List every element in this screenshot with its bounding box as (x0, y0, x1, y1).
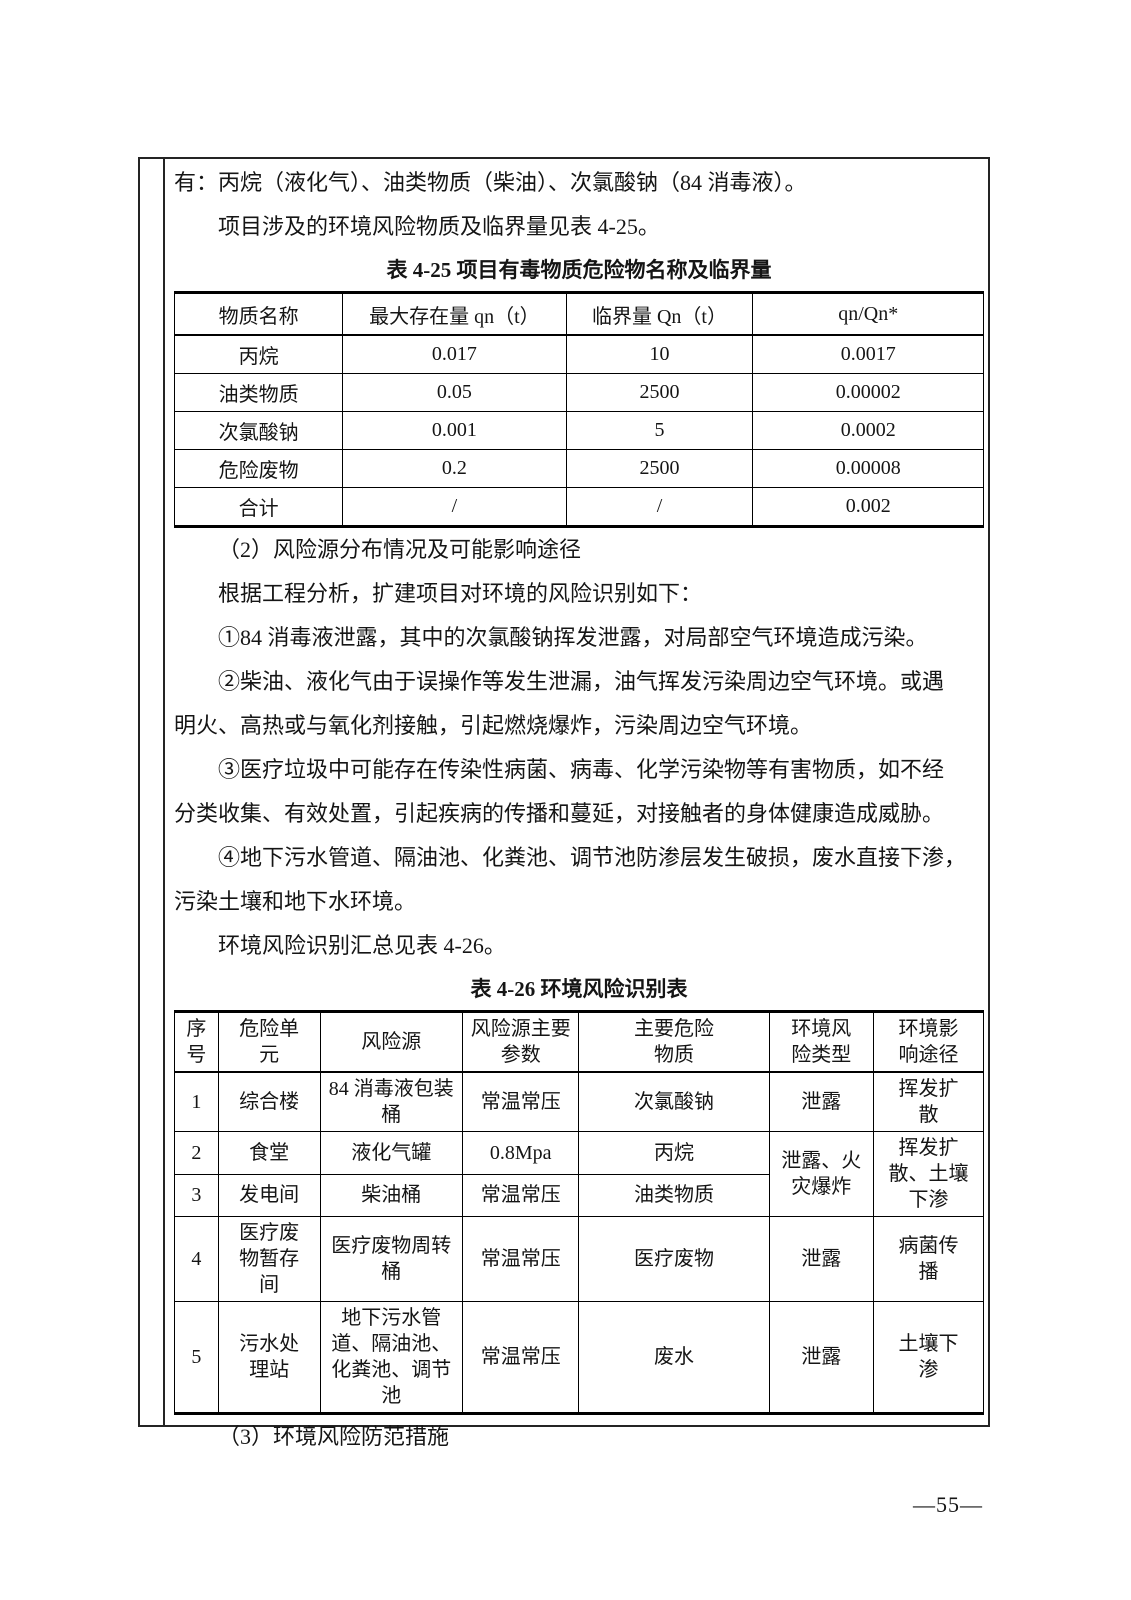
table-cell: 次氯酸钠 (578, 1071, 770, 1132)
table-cell: / (565, 487, 754, 527)
table-cell: 医疗废物 (578, 1216, 770, 1302)
table-cell-merged: 泄露、火 灾爆炸 (768, 1131, 874, 1217)
table-4-26-title: 表 4-26 环境风险识别表 (470, 977, 688, 1001)
table-row: 1 综合楼 84 消毒液包装 桶 常温常压 次氯酸钠 泄露 挥发扩 散 (174, 1071, 985, 1132)
table-cell: 84 消毒液包装 桶 (319, 1071, 463, 1132)
table-cell: 常温常压 (461, 1071, 580, 1132)
paragraph-intro: 有：丙烷（液化气）、油类物质（柴油）、次氯酸钠（84 消毒液）。 (174, 170, 807, 195)
content-area: 有：丙烷（液化气）、油类物质（柴油）、次氯酸钠（84 消毒液）。 项目涉及的环境… (173, 161, 985, 1459)
table-row: 4 医疗废 物暂存 间 医疗废物周转 桶 常温常压 医疗废物 泄露 病菌传 播 (174, 1216, 985, 1302)
table-header-cell: 临界量 Qn（t） (565, 292, 754, 336)
table-cell: 污水处 理站 (217, 1301, 321, 1414)
table-row: 油类物质 0.05 2500 0.00002 (173, 373, 984, 412)
table-cell: 土壤下 渗 (872, 1301, 985, 1414)
table-row: 危险废物 0.2 2500 0.00008 (173, 449, 984, 488)
table-cell: 次氯酸钠 (173, 411, 344, 450)
table-cell: 柴油桶 (319, 1173, 463, 1217)
table-cell: 医疗废物周转 桶 (319, 1216, 463, 1302)
table-cell: 油类物质 (173, 373, 344, 412)
table-cell: 挥发扩 散 (872, 1071, 985, 1132)
hazard-substance-table: 物质名称 最大存在量 qn（t） 临界量 Qn（t） qn/Qn* 丙烷 0.0… (173, 291, 984, 528)
page-number: —55— (913, 1492, 983, 1517)
paragraph-ref-table-4-26: 环境风险识别汇总见表 4-26。 (218, 933, 506, 958)
table-cell: 泄露 (768, 1301, 874, 1414)
table-cell: 液化气罐 (319, 1131, 463, 1175)
table-header-row: 物质名称 最大存在量 qn（t） 临界量 Qn（t） qn/Qn* (173, 292, 984, 336)
table-cell: 0.8Mpa (461, 1131, 580, 1175)
risk-identification-table: 序 号 危险单 元 风险源 风险源主要 参数 主要危险 物质 环境风 险类型 环… (174, 1010, 985, 1415)
table-header-cell: 风险源 (319, 1011, 463, 1073)
table-row: 次氯酸钠 0.001 5 0.0002 (173, 411, 984, 450)
table-cell: 0.05 (342, 373, 567, 412)
table-header-cell: 环境风 险类型 (768, 1011, 874, 1073)
table-cell: 医疗废 物暂存 间 (217, 1216, 321, 1302)
paragraph-risk-item-1: ①84 消毒液泄露，其中的次氯酸钠挥发泄露，对局部空气环境造成污染。 (218, 625, 928, 650)
heading-section-2: （2）风险源分布情况及可能影响途径 (218, 537, 582, 562)
table-cell: 10 (565, 334, 754, 374)
table-header-cell: 危险单 元 (217, 1011, 321, 1073)
table-cell: 0.0002 (752, 411, 984, 450)
table-cell: 丙烷 (578, 1131, 770, 1175)
table-cell: 丙烷 (173, 334, 344, 374)
table-header-cell: 序 号 (174, 1011, 219, 1073)
table-cell: 病菌传 播 (872, 1216, 985, 1302)
table-cell: 油类物质 (578, 1173, 770, 1217)
table-cell: 泄露 (768, 1071, 874, 1132)
table-cell: 0.00002 (752, 373, 984, 412)
paragraph-basis: 根据工程分析，扩建项目对环境的风险识别如下： (218, 581, 703, 606)
table-cell: 1 (174, 1071, 219, 1132)
table-cell: 5 (174, 1301, 219, 1414)
heading-section-3: （3）环境风险防范措施 (218, 1424, 450, 1449)
table-row: 3 发电间 柴油桶 常温常压 油类物质 (174, 1173, 984, 1217)
paragraph-risk-item-4: ④地下污水管道、隔油池、化粪池、调节池防渗层发生破损，废水直接下渗， 污染土壤和… (174, 845, 967, 914)
frame-gutter-divider (163, 159, 165, 1425)
table-cell: 泄露 (768, 1216, 874, 1302)
table-cell: 3 (174, 1173, 219, 1217)
table-cell: / (342, 487, 567, 527)
table-cell: 5 (565, 411, 754, 450)
paragraph-ref-table-4-25: 项目涉及的环境风险物质及临界量见表 4-25。 (218, 214, 660, 239)
table-cell: 0.002 (752, 487, 984, 527)
table-header-cell: 主要危险 物质 (578, 1011, 770, 1073)
table-cell: 合计 (173, 487, 344, 527)
table-cell: 0.00008 (752, 449, 984, 488)
table-cell: 0.017 (342, 334, 567, 374)
table-cell: 发电间 (217, 1173, 321, 1217)
table-cell: 危险废物 (173, 449, 344, 488)
table-cell: 2500 (565, 373, 754, 412)
table-header-cell: 环境影 响途径 (872, 1011, 985, 1073)
table-cell: 2500 (565, 449, 754, 488)
table-cell: 食堂 (217, 1131, 321, 1175)
table-row: 丙烷 0.017 10 0.0017 (173, 334, 984, 374)
table-header-cell: 最大存在量 qn（t） (342, 292, 567, 336)
table-cell: 0.001 (342, 411, 567, 450)
table-header-row: 序 号 危险单 元 风险源 风险源主要 参数 主要危险 物质 环境风 险类型 环… (174, 1011, 985, 1073)
table-header-cell: 物质名称 (173, 292, 344, 336)
table-row: 5 污水处 理站 地下污水管 道、隔油池、 化粪池、调节 池 常温常压 废水 泄… (174, 1301, 985, 1414)
content-frame: 有：丙烷（液化气）、油类物质（柴油）、次氯酸钠（84 消毒液）。 项目涉及的环境… (138, 157, 990, 1449)
table-cell: 0.0017 (752, 334, 984, 374)
table-cell: 2 (174, 1131, 219, 1175)
table-cell: 4 (174, 1216, 219, 1302)
paragraph-risk-item-2: ②柴油、液化气由于误操作等发生泄漏，油气挥发污染周边空气环境。或遇 明火、高热或… (174, 669, 945, 738)
table-cell: 综合楼 (217, 1071, 321, 1132)
table-cell: 0.2 (342, 449, 567, 488)
table-row: 合计 / / 0.002 (173, 487, 984, 527)
table-cell: 常温常压 (461, 1301, 580, 1414)
table-cell: 常温常压 (461, 1216, 580, 1302)
table-cell: 地下污水管 道、隔油池、 化粪池、调节 池 (319, 1301, 463, 1414)
table-row: 2 食堂 液化气罐 0.8Mpa 丙烷 泄露、火 灾爆炸 挥发扩 散、土壤 下渗 (174, 1131, 985, 1217)
table-cell-merged: 挥发扩 散、土壤 下渗 (872, 1131, 985, 1217)
table-cell: 常温常压 (461, 1173, 580, 1217)
table-header-cell: qn/Qn* (752, 292, 984, 336)
table-header-cell: 风险源主要 参数 (461, 1011, 580, 1073)
table-4-25-title: 表 4-25 项目有毒物质危险物名称及临界量 (386, 258, 772, 282)
table-cell: 废水 (578, 1301, 770, 1414)
paragraph-risk-item-3: ③医疗垃圾中可能存在传染性病菌、病毒、化学污染物等有害物质，如不经 分类收集、有… (174, 757, 945, 826)
